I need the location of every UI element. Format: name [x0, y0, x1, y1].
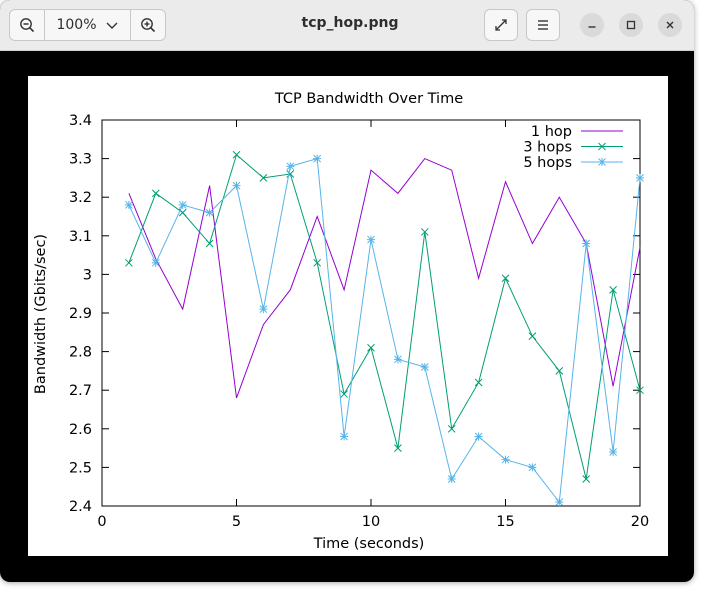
data-point-series-2 — [340, 390, 348, 398]
y-tick-label: 3.3 — [69, 152, 92, 168]
data-point-series-3 — [205, 208, 214, 217]
data-point-series-3 — [636, 173, 644, 182]
data-point-series-3 — [340, 432, 349, 441]
zoom-out-icon — [20, 18, 35, 33]
header-bar: 100% tcp_hop.png — [0, 0, 694, 51]
data-point-series-3 — [367, 235, 375, 244]
x-tick-label: 5 — [232, 514, 241, 530]
series-line-1 — [128, 157, 641, 399]
y-tick-label: 3.4 — [69, 113, 92, 129]
data-point-series-2 — [582, 475, 591, 483]
data-point-series-2 — [205, 239, 214, 248]
data-point-series-3 — [582, 239, 591, 248]
zoom-level-dropdown[interactable]: 100% — [44, 10, 131, 40]
data-point-series-2 — [474, 378, 483, 387]
fullscreen-icon — [495, 19, 507, 31]
zoom-in-button[interactable] — [131, 10, 165, 40]
data-point-series-3 — [313, 154, 322, 163]
minimize-button[interactable] — [580, 13, 604, 37]
legend-marker — [598, 158, 606, 166]
fullscreen-button[interactable] — [484, 9, 518, 41]
data-point-series-2 — [394, 444, 402, 452]
data-point-series-3 — [151, 258, 160, 267]
legend-label: 1 hop — [531, 124, 572, 140]
data-point-series-3 — [528, 463, 537, 472]
data-point-series-2 — [447, 424, 456, 433]
data-point-series-2 — [151, 189, 160, 198]
data-point-series-3 — [178, 200, 187, 209]
menu-button[interactable] — [526, 9, 560, 41]
zoom-level-value: 100% — [56, 17, 97, 33]
data-point-series-3 — [501, 455, 510, 464]
series-line-2 — [128, 153, 641, 480]
legend-label: 5 hops — [523, 155, 572, 171]
chart-title: TCP Bandwidth Over Time — [274, 91, 463, 107]
data-point-series-3 — [393, 355, 402, 364]
image-viewer-window: 100% tcp_hop.png — [0, 0, 694, 582]
bandwidth-line-chart: TCP Bandwidth Over Time Time (seconds) B… — [33, 91, 649, 552]
zoom-out-button[interactable] — [10, 10, 44, 40]
x-tick-label: 20 — [631, 514, 649, 530]
hamburger-menu-icon — [538, 20, 548, 30]
data-point-series-2 — [609, 285, 617, 294]
y-tick-label: 2.6 — [69, 422, 92, 438]
minimize-icon — [588, 26, 596, 28]
close-button[interactable] — [658, 13, 682, 37]
data-point-series-3 — [447, 474, 456, 483]
data-point-series-3 — [232, 181, 241, 190]
data-point-series-2 — [420, 228, 429, 236]
data-point-series-3 — [286, 162, 295, 171]
maximize-icon — [626, 20, 636, 30]
y-tick-label: 3.2 — [69, 190, 92, 206]
x-tick-label: 0 — [97, 514, 106, 530]
data-point-series-3 — [555, 498, 564, 507]
close-icon — [666, 21, 674, 29]
y-tick-label: 2.8 — [69, 345, 92, 361]
data-point-series-2 — [259, 174, 268, 182]
y-tick-label: 2.4 — [69, 499, 92, 515]
data-point-series-2 — [367, 343, 375, 352]
data-point-series-3 — [259, 305, 268, 314]
data-point-series-3 — [124, 200, 133, 209]
y-tick-label: 3 — [83, 267, 92, 283]
y-tick-label: 2.9 — [69, 306, 92, 322]
series-line-3 — [128, 157, 641, 504]
y-tick-label: 3.1 — [69, 229, 92, 245]
maximize-button[interactable] — [619, 13, 643, 37]
x-tick-label: 10 — [362, 514, 380, 530]
data-point-series-2 — [636, 386, 644, 395]
y-tick-label: 2.5 — [69, 460, 92, 476]
data-point-series-3 — [420, 363, 429, 372]
x-axis-label: Time (seconds) — [313, 536, 425, 552]
y-axis-label: Bandwidth (Gbits/sec) — [33, 234, 49, 394]
legend-marker — [598, 142, 606, 151]
data-point-series-3 — [609, 447, 618, 456]
legend-label: 3 hops — [523, 140, 572, 156]
zoom-control: 100% — [9, 9, 166, 41]
data-point-series-2 — [125, 258, 133, 267]
data-point-series-2 — [528, 332, 537, 341]
window-title: tcp_hop.png — [301, 15, 399, 31]
y-tick-label: 2.7 — [69, 383, 92, 399]
data-point-series-2 — [232, 150, 241, 159]
image-canvas: TCP Bandwidth Over Time Time (seconds) B… — [28, 76, 668, 556]
chevron-down-icon — [106, 22, 118, 29]
data-point-series-2 — [501, 274, 510, 283]
zoom-in-icon — [141, 18, 156, 33]
x-tick-label: 15 — [496, 514, 514, 530]
data-point-series-3 — [474, 432, 483, 441]
plot-frame — [101, 119, 641, 507]
data-point-series-2 — [313, 258, 322, 267]
data-point-series-2 — [555, 367, 564, 375]
